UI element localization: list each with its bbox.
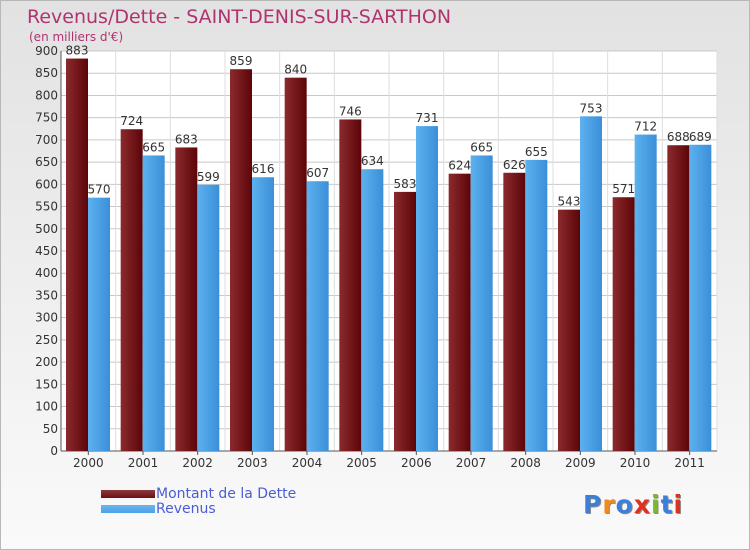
- data-label: 840: [284, 63, 307, 77]
- bar-revenus: [142, 155, 165, 451]
- x-tick-label: 2000: [73, 456, 104, 470]
- y-tick-label: 250: [35, 333, 58, 347]
- bar-revenus: [470, 155, 493, 451]
- logo-letter: i: [673, 490, 684, 519]
- y-tick-label: 350: [35, 288, 58, 302]
- x-tick-label: 2009: [565, 456, 596, 470]
- bar-dette: [284, 77, 307, 452]
- bar-dette: [66, 58, 88, 452]
- y-tick-label: 300: [35, 311, 58, 325]
- data-label: 746: [339, 104, 362, 118]
- x-tick-label: 2006: [401, 456, 432, 470]
- legend-label-revenus: Revenus: [156, 501, 216, 517]
- proxiti-logo: Proxiti: [583, 490, 683, 519]
- y-tick-label: 750: [35, 111, 58, 125]
- x-tick-label: 2001: [128, 456, 159, 470]
- data-label: 712: [634, 120, 657, 134]
- y-tick-label: 200: [35, 355, 58, 369]
- data-label: 543: [558, 195, 581, 209]
- logo-letter: t: [660, 490, 674, 519]
- bar-dette: [339, 119, 362, 451]
- x-tick-label: 2005: [346, 456, 377, 470]
- y-tick-label: 650: [35, 155, 58, 169]
- data-label: 859: [230, 54, 253, 68]
- x-tick-label: 2008: [510, 456, 541, 470]
- data-label: 665: [142, 140, 165, 154]
- data-label: 655: [525, 145, 548, 159]
- bar-revenus: [88, 197, 110, 451]
- logo-letter: i: [651, 490, 661, 519]
- x-tick-label: 2007: [456, 456, 487, 470]
- data-label: 689: [689, 130, 712, 144]
- logo-letter: x: [633, 490, 651, 519]
- logo-letter: o: [615, 490, 634, 519]
- data-label: 570: [88, 183, 111, 197]
- data-label: 688: [667, 130, 690, 144]
- legend-swatch-revenus: [101, 505, 155, 513]
- data-label: 683: [175, 132, 198, 146]
- x-tick-label: 2003: [237, 456, 268, 470]
- y-tick-label: 500: [35, 222, 58, 236]
- data-label: 753: [580, 101, 603, 115]
- bar-dette: [448, 173, 471, 451]
- data-label: 731: [416, 111, 439, 125]
- y-tick-label: 100: [35, 400, 58, 414]
- bar-dette: [394, 191, 416, 451]
- legend-label-dette: Montant de la Dette: [156, 486, 297, 502]
- x-tick-label: 2010: [620, 456, 651, 470]
- chart-subtitle: (en milliers d'€): [29, 30, 124, 44]
- data-label: 624: [448, 159, 471, 173]
- bar-dette: [612, 197, 635, 451]
- data-label: 583: [394, 177, 417, 191]
- data-label: 599: [197, 170, 220, 184]
- data-label: 724: [120, 114, 143, 128]
- logo-letter: r: [602, 490, 616, 519]
- bar-revenus: [525, 159, 548, 451]
- bar-revenus: [197, 184, 220, 451]
- y-tick-label: 400: [35, 266, 58, 280]
- y-tick-label: 450: [35, 244, 58, 258]
- x-tick-label: 2004: [292, 456, 323, 470]
- data-label: 883: [66, 44, 89, 58]
- bar-revenus: [416, 126, 438, 451]
- bar-dette: [558, 209, 580, 451]
- data-label: 571: [612, 182, 635, 196]
- y-tick-label: 550: [35, 200, 58, 214]
- bar-dette: [667, 145, 690, 451]
- y-tick-label: 0: [50, 444, 58, 458]
- bar-revenus: [361, 169, 384, 451]
- bar-revenus: [306, 181, 329, 451]
- x-tick-label: 2011: [674, 456, 705, 470]
- data-label: 634: [361, 154, 384, 168]
- data-label: 665: [470, 140, 493, 154]
- bar-revenus: [634, 134, 657, 452]
- bar-revenus: [252, 177, 274, 451]
- chart-title: Revenus/Dette - SAINT-DENIS-SUR-SARTHON: [27, 6, 452, 28]
- bar-revenus: [580, 116, 602, 451]
- data-label: 616: [252, 162, 275, 176]
- y-tick-label: 50: [43, 422, 58, 436]
- y-tick-label: 800: [35, 88, 58, 102]
- y-tick-label: 600: [35, 177, 58, 191]
- bar-dette: [230, 69, 252, 451]
- bar-revenus: [689, 144, 712, 451]
- y-tick-label: 700: [35, 133, 58, 147]
- logo-letter: P: [583, 490, 603, 519]
- y-tick-label: 850: [35, 66, 58, 80]
- y-tick-label: 900: [35, 44, 58, 58]
- bar-dette: [175, 147, 198, 451]
- legend-swatch-dette: [101, 490, 155, 498]
- bar-dette: [503, 172, 526, 451]
- bar-dette: [120, 129, 143, 451]
- x-tick-label: 2002: [182, 456, 213, 470]
- data-label: 607: [306, 166, 329, 180]
- y-tick-label: 150: [35, 377, 58, 391]
- data-label: 626: [503, 158, 526, 172]
